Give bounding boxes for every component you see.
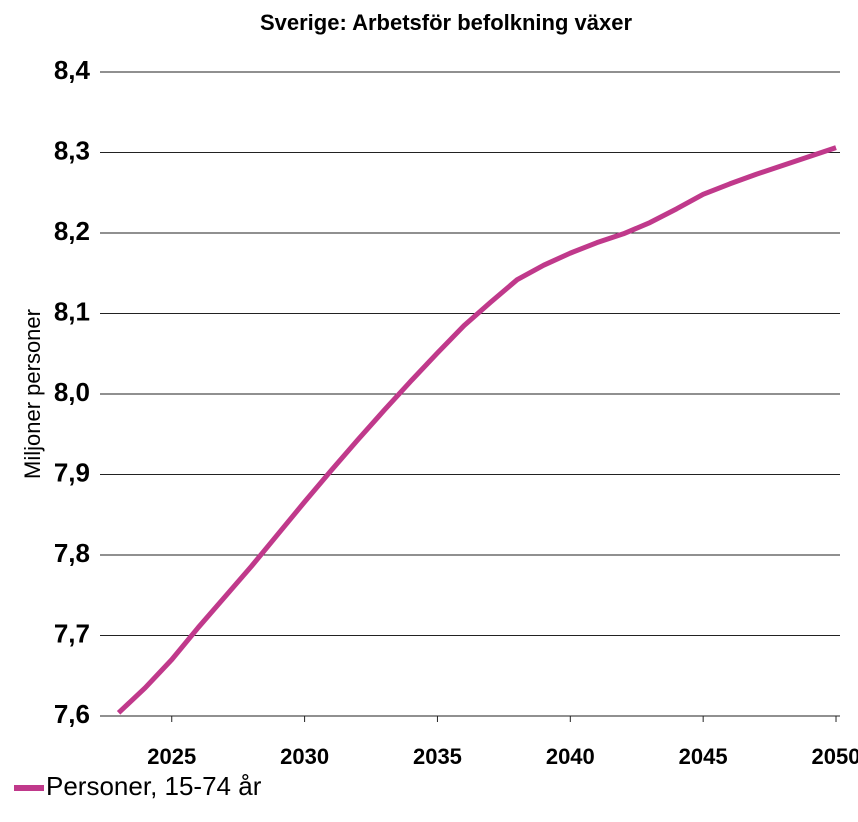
- y-tick-label: 8,1: [54, 296, 90, 326]
- x-tick-label: 2050: [812, 744, 858, 769]
- y-tick-label: 7,6: [54, 699, 90, 729]
- x-tick-label: 2045: [679, 744, 728, 769]
- y-tick-label: 8,3: [54, 135, 90, 165]
- x-tick-label: 2030: [280, 744, 329, 769]
- x-tick-label: 2040: [546, 744, 595, 769]
- y-tick-label: 8,2: [54, 216, 90, 246]
- x-tick-label: 2025: [147, 744, 196, 769]
- legend-label: Personer, 15-74 år: [46, 771, 262, 801]
- y-axis-label: Miljoner personer: [20, 309, 45, 479]
- y-tick-label: 8,4: [54, 55, 91, 85]
- x-tick-label: 2035: [413, 744, 462, 769]
- y-tick-label: 8,0: [54, 377, 90, 407]
- y-tick-label: 7,7: [54, 618, 90, 648]
- y-tick-label: 7,9: [54, 457, 90, 487]
- chart-title: Sverige: Arbetsför befolkning växer: [260, 10, 633, 35]
- y-tick-label: 7,8: [54, 538, 90, 568]
- line-series: [116, 145, 837, 715]
